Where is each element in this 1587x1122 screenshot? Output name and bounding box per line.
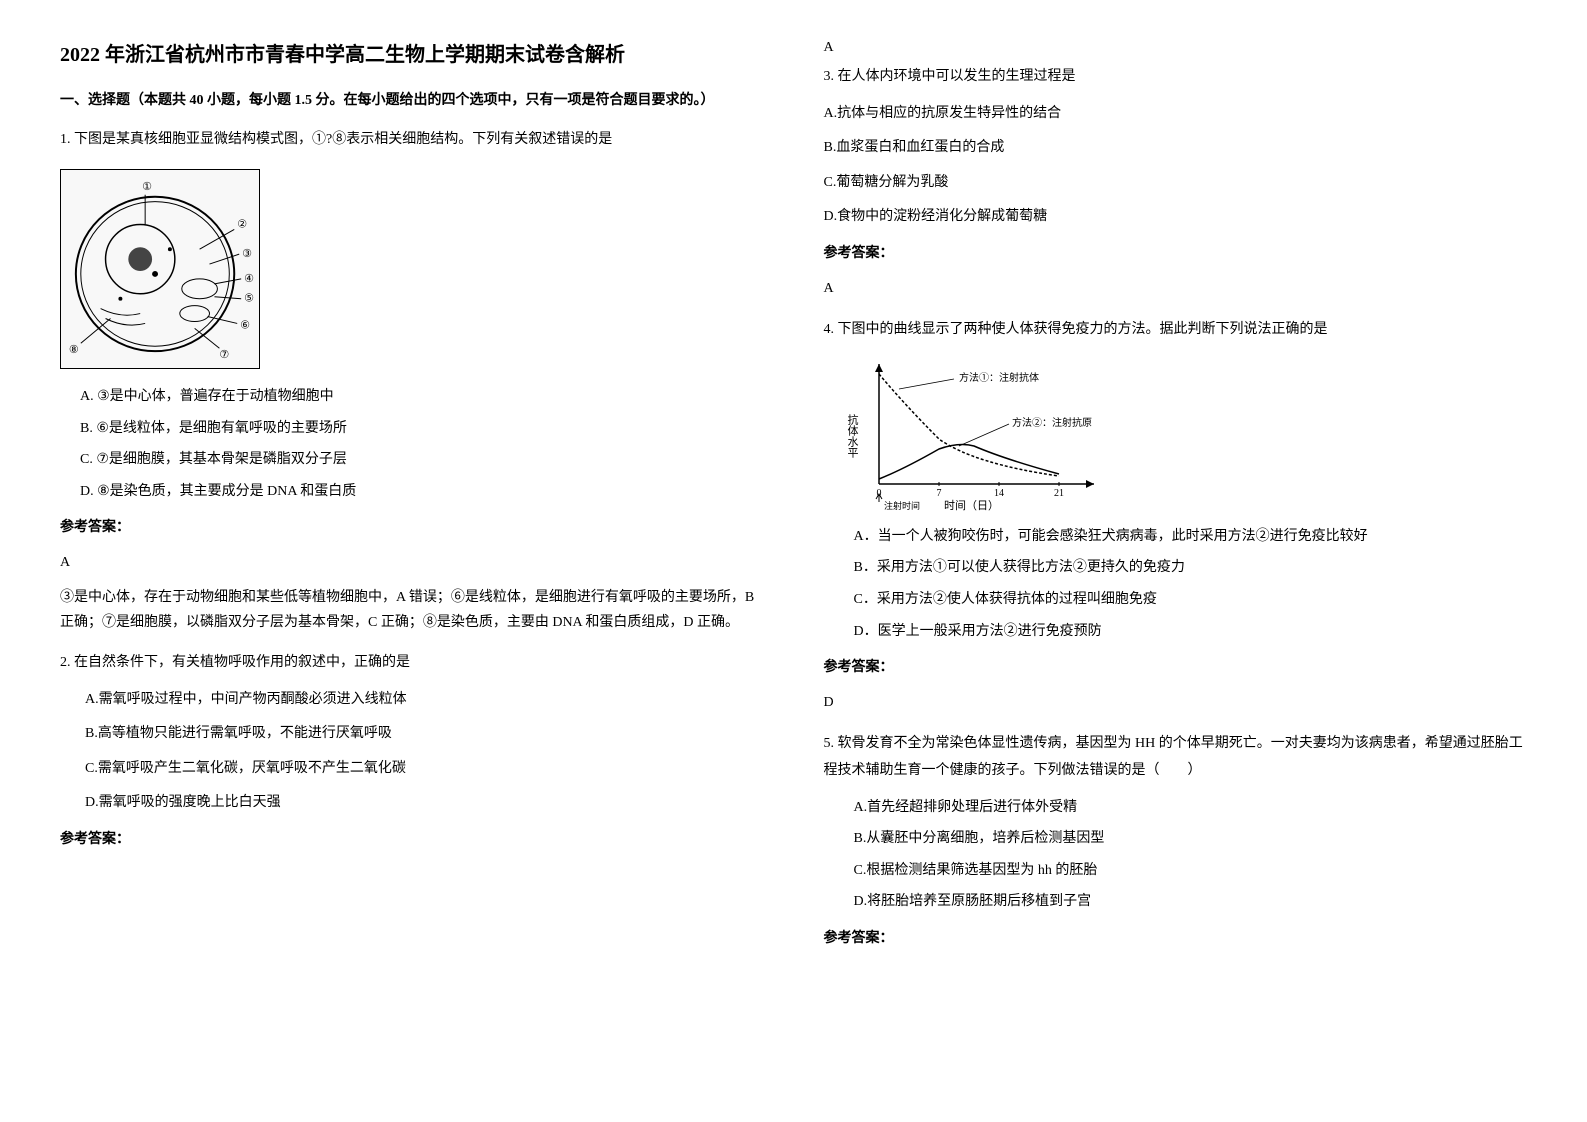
label-5: ⑤ [244, 293, 254, 305]
q1-figure: ① ② ③ ④ ⑤ ⑥ ⑦ ⑧ [60, 169, 764, 369]
q4-option-b: B．采用方法①可以使人获得比方法②更持久的免疫力 [824, 555, 1528, 582]
q5-option-c: C.根据检测结果筛选基因型为 hh 的胚胎 [824, 858, 1528, 885]
q5-option-d: D.将胚胎培养至原肠胚期后移植到子宫 [824, 889, 1528, 916]
q4-option-d: D．医学上一般采用方法②进行免疫预防 [824, 619, 1528, 646]
method2-label: 方法②：注射抗原 [1012, 416, 1092, 429]
method1-label: 方法①：注射抗体 [959, 371, 1039, 384]
label-4: ④ [244, 273, 254, 285]
document-title: 2022 年浙江省杭州市市青春中学高二生物上学期期末试卷含解析 [60, 40, 764, 70]
label-7: ⑦ [219, 349, 229, 361]
page-container: 2022 年浙江省杭州市市青春中学高二生物上学期期末试卷含解析 一、选择题（本题… [60, 40, 1527, 967]
q5-option-b: B.从囊胚中分离细胞，培养后检测基因型 [824, 826, 1528, 853]
cell-diagram: ① ② ③ ④ ⑤ ⑥ ⑦ ⑧ [60, 169, 260, 369]
q3-answer: A [824, 276, 1528, 303]
q1-option-a: A. ③是中心体，普遍存在于动植物细胞中 [60, 384, 764, 411]
q5-answer-label: 参考答案： [824, 926, 1528, 953]
inject-time-label: 注射时间 [884, 500, 920, 511]
q3-option-c: C.葡萄糖分解为乳酸 [824, 170, 1528, 197]
left-column: 2022 年浙江省杭州市市青春中学高二生物上学期期末试卷含解析 一、选择题（本题… [60, 40, 764, 967]
q2-option-b: B.高等植物只能进行需氧呼吸，不能进行厌氧呼吸 [60, 721, 764, 748]
immunity-chart-svg: 抗体水平 时间（日） 0 7 14 21 方法①：注射抗体 方法②：注射抗原 [844, 354, 1124, 514]
q1-option-b: B. ⑥是线粒体，是细胞有氧呼吸的主要场所 [60, 416, 764, 443]
q4-answer: D [824, 690, 1528, 717]
question-1: 1. 下图是某真核细胞亚显微结构模式图，①?⑧表示相关细胞结构。下列有关叙述错误… [60, 127, 764, 635]
question-5: 5. 软骨发育不全为常染色体显性遗传病，基因型为 HH 的个体早期死亡。一对夫妻… [824, 731, 1528, 952]
q1-answer-label: 参考答案： [60, 515, 764, 542]
q1-answer: A [60, 550, 764, 577]
label-2: ② [237, 218, 247, 230]
q4-option-a: A．当一个人被狗咬伤时，可能会感染狂犬病病毒，此时采用方法②进行免疫比较好 [824, 524, 1528, 551]
question-4: 4. 下图中的曲线显示了两种使人体获得免疫力的方法。据此判断下列说法正确的是 抗… [824, 317, 1528, 716]
q1-explanation: ③是中心体，存在于动物细胞和某些低等植物细胞中，A 错误；⑥是线粒体，是细胞进行… [60, 585, 764, 635]
q1-option-c: C. ⑦是细胞膜，其基本骨架是磷脂双分子层 [60, 447, 764, 474]
q3-answer-label: 参考答案： [824, 241, 1528, 268]
chart-xlabel: 时间（日） [944, 499, 999, 512]
q2-option-c: C.需氧呼吸产生二氧化碳，厌氧呼吸不产生二氧化碳 [60, 756, 764, 783]
q2-answer: A [824, 40, 1528, 56]
q2-text: 2. 在自然条件下，有关植物呼吸作用的叙述中，正确的是 [60, 650, 764, 677]
xtick-1: 7 [936, 488, 941, 499]
q1-option-d: D. ⑧是染色质，其主要成分是 DNA 和蛋白质 [60, 479, 764, 506]
chart-ylabel: 抗体水平 [846, 412, 859, 458]
question-3: 3. 在人体内环境中可以发生的生理过程是 A.抗体与相应的抗原发生特异性的结合 … [824, 64, 1528, 302]
q5-text: 5. 软骨发育不全为常染色体显性遗传病，基因型为 HH 的个体早期死亡。一对夫妻… [824, 731, 1528, 784]
section-1-header: 一、选择题（本题共 40 小题，每小题 1.5 分。在每小题给出的四个选项中，只… [60, 90, 764, 112]
q2-option-d: D.需氧呼吸的强度晚上比白天强 [60, 790, 764, 817]
label-1: ① [142, 181, 152, 193]
q2-option-a: A.需氧呼吸过程中，中间产物丙酮酸必须进入线粒体 [60, 687, 764, 714]
q1-text: 1. 下图是某真核细胞亚显微结构模式图，①?⑧表示相关细胞结构。下列有关叙述错误… [60, 127, 764, 154]
label-8: ⑧ [69, 344, 79, 356]
xtick-3: 21 [1054, 488, 1064, 499]
q4-option-c: C．采用方法②使人体获得抗体的过程叫细胞免疫 [824, 587, 1528, 614]
q3-option-b: B.血浆蛋白和血红蛋白的合成 [824, 135, 1528, 162]
label-3: ③ [242, 248, 252, 260]
cell-svg: ① ② ③ ④ ⑤ ⑥ ⑦ ⑧ [61, 170, 259, 368]
q4-text: 4. 下图中的曲线显示了两种使人体获得免疫力的方法。据此判断下列说法正确的是 [824, 317, 1528, 344]
q4-answer-label: 参考答案： [824, 655, 1528, 682]
q3-option-a: A.抗体与相应的抗原发生特异性的结合 [824, 101, 1528, 128]
q3-option-d: D.食物中的淀粉经消化分解成葡萄糖 [824, 204, 1528, 231]
q3-text: 3. 在人体内环境中可以发生的生理过程是 [824, 64, 1528, 91]
xtick-2: 14 [994, 488, 1004, 499]
question-2: 2. 在自然条件下，有关植物呼吸作用的叙述中，正确的是 A.需氧呼吸过程中，中间… [60, 650, 764, 854]
q2-answer-label: 参考答案： [60, 827, 764, 854]
q4-chart: 抗体水平 时间（日） 0 7 14 21 方法①：注射抗体 方法②：注射抗原 [844, 354, 1124, 514]
q5-option-a: A.首先经超排卵处理后进行体外受精 [824, 795, 1528, 822]
right-column: A 3. 在人体内环境中可以发生的生理过程是 A.抗体与相应的抗原发生特异性的结… [824, 40, 1528, 967]
label-6: ⑥ [240, 319, 250, 331]
